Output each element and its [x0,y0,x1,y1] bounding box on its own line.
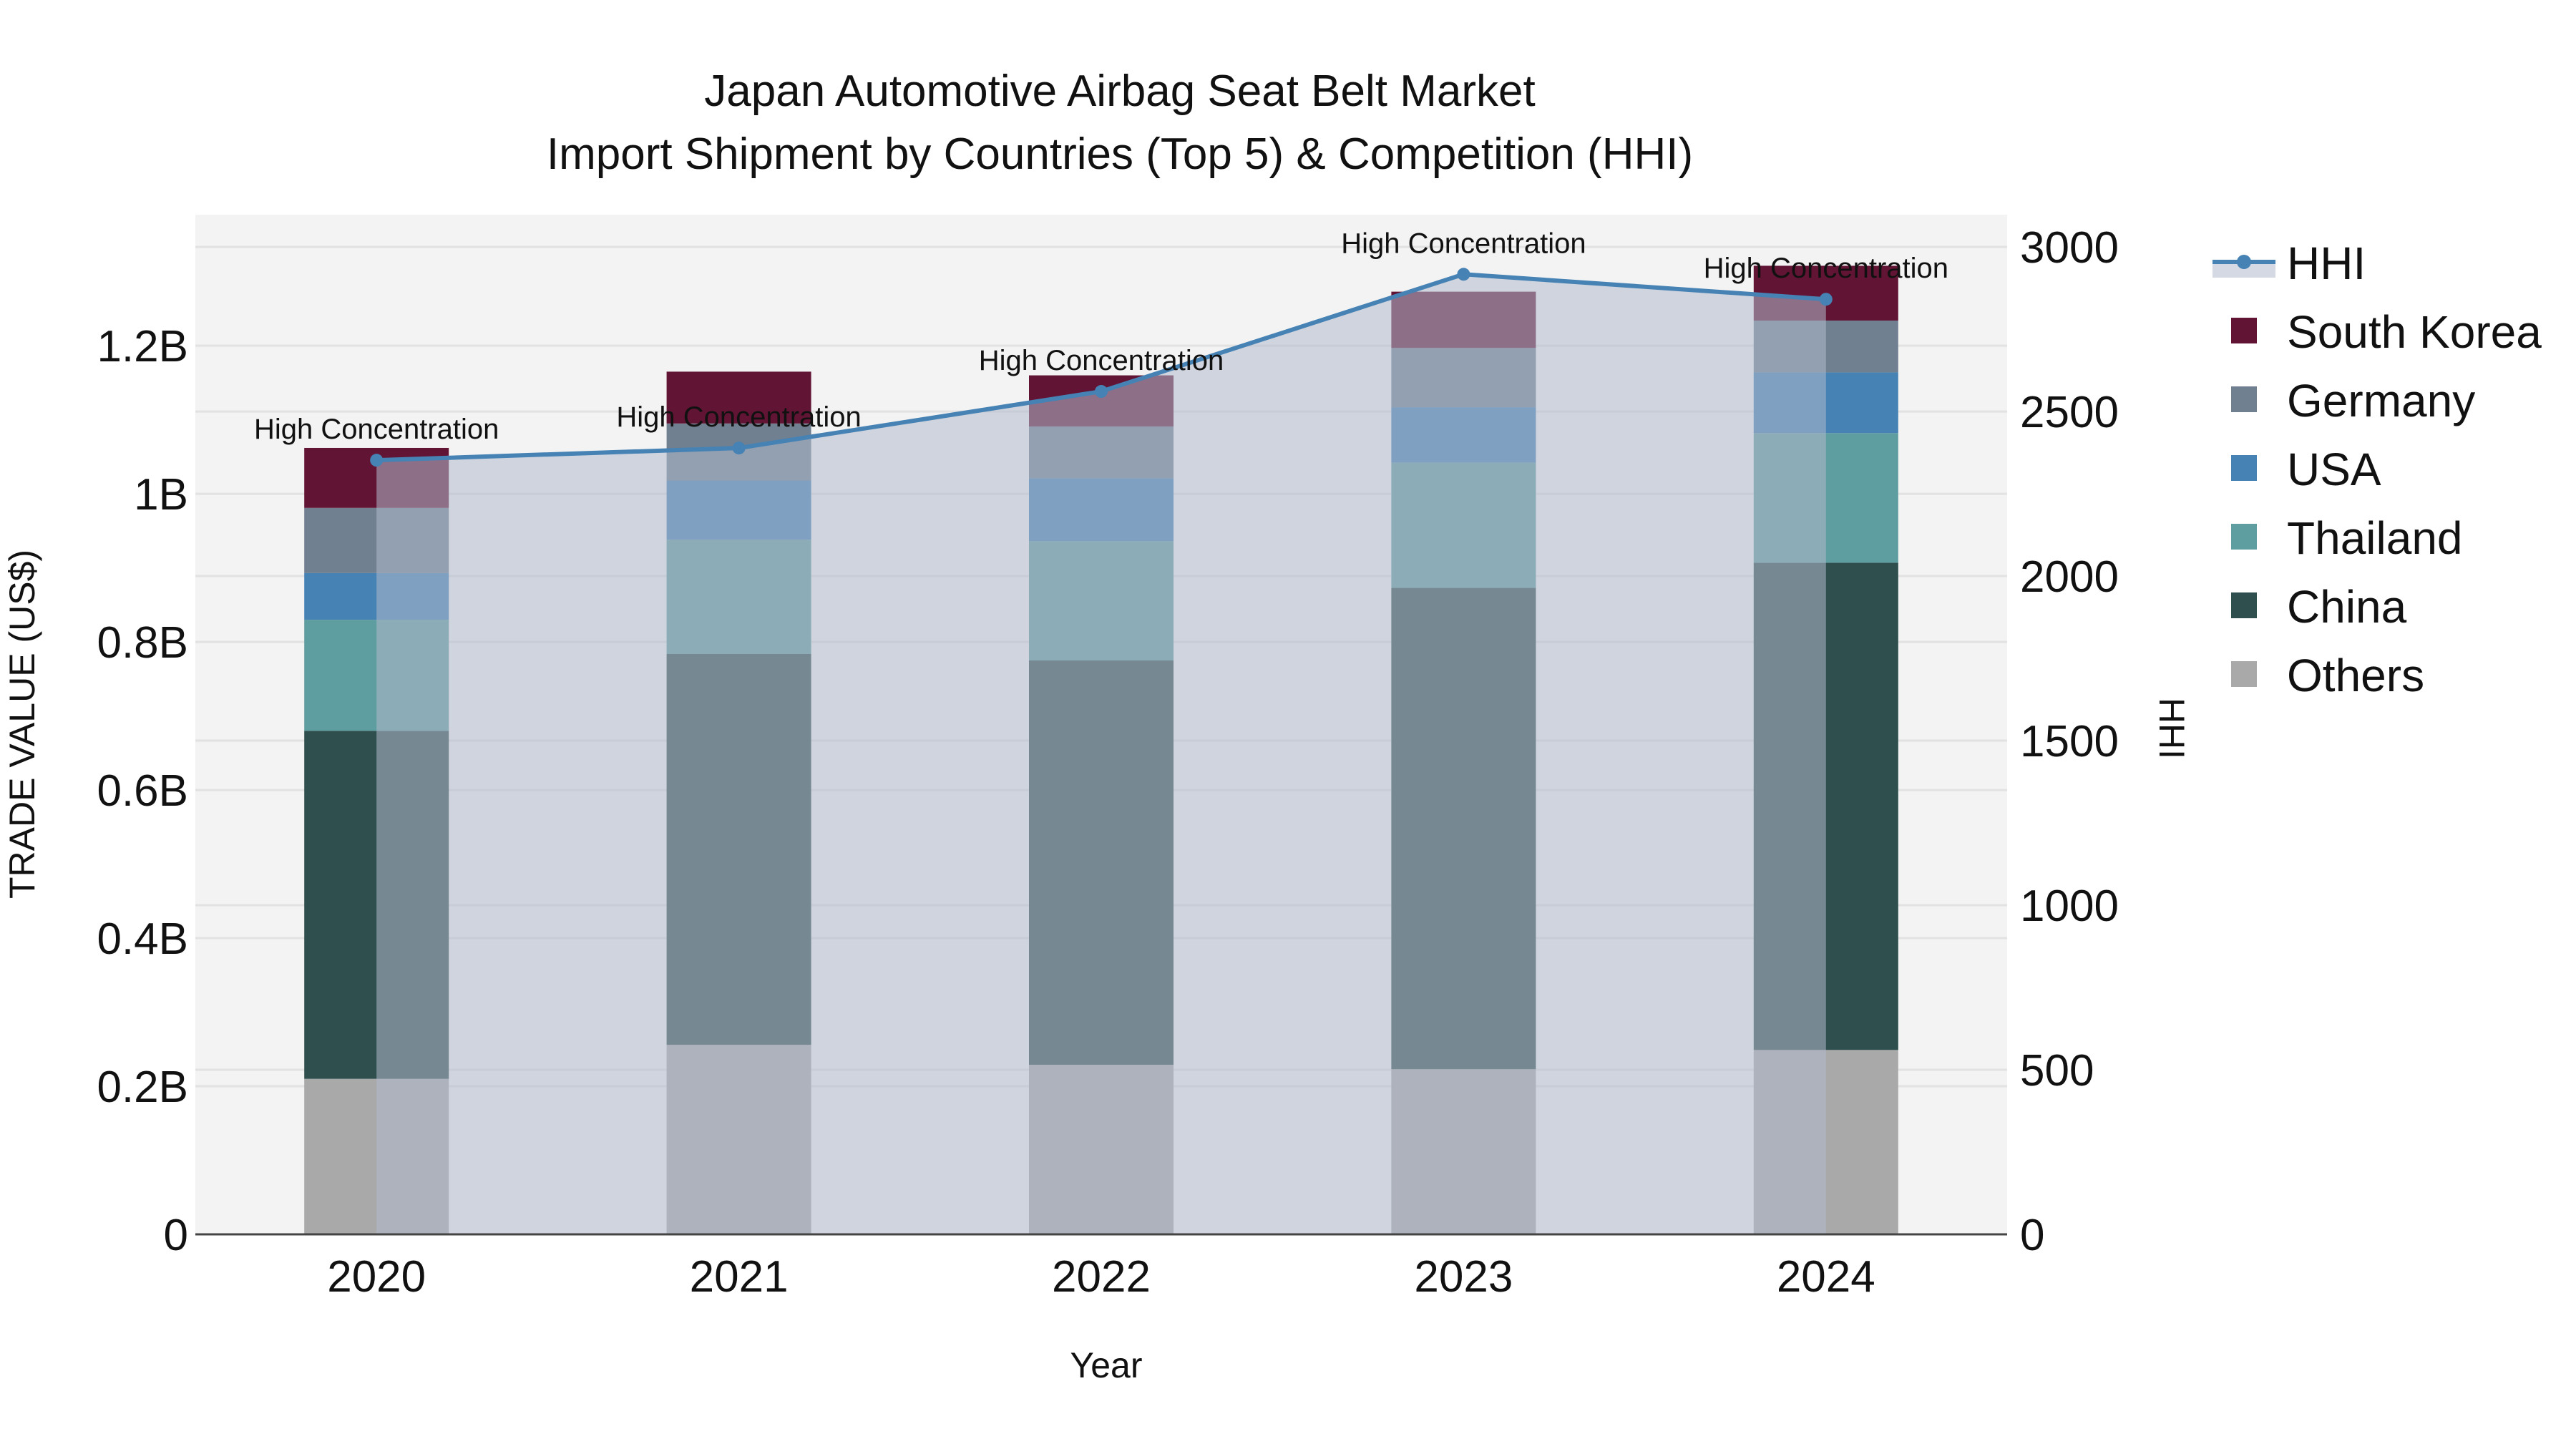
y-left-tick-label: 1.2B [97,322,188,371]
y-left-tick-label: 0.6B [97,766,188,816]
legend-item-usa[interactable]: USA [2231,444,2381,495]
legend-hhi-marker-icon [2237,255,2251,269]
y-left-tick-label: 0 [164,1211,188,1260]
legend-swatch-icon [2231,592,2257,618]
x-tick-label: 2020 [327,1252,426,1302]
hhi-marker [1457,268,1470,281]
hhi-marker [1095,385,1108,399]
y-right-tick-label: 1000 [2020,882,2119,931]
legend: HHI South Korea Germany USA Thailand China Oth… [2212,238,2542,701]
legend-label: HHI [2287,238,2366,289]
y-right-tick-label: 1500 [2020,717,2119,766]
x-axis-title: Year [1070,1345,1142,1385]
legend-swatch-icon [2231,661,2257,687]
legend-swatch-icon [2231,455,2257,481]
hhi-annotation: High Concentration [1341,228,1586,259]
hhi-line [370,268,1833,467]
legend-label: Thailand [2287,512,2463,564]
legend-item-others[interactable]: Others [2231,650,2424,701]
hhi-annotation: High Concentration [1704,253,1948,284]
y-left-tick-label: 0.4B [97,914,188,964]
chart-title-line2: Import Shipment by Countries (Top 5) & C… [547,130,1693,179]
y-right-tick-label: 2000 [2020,552,2119,602]
legend-swatch-icon [2231,318,2257,343]
legend-label: Others [2287,650,2424,701]
legend-swatch-icon [2231,524,2257,550]
y-right-tick-label: 500 [2020,1046,2094,1096]
y-left-tick-label: 0.2B [97,1063,188,1112]
x-ticks: 2020 2021 2022 2023 2024 [327,1252,1875,1302]
hhi-marker [732,441,746,455]
legend-item-thailand[interactable]: Thailand [2231,512,2463,564]
legend-item-south-korea[interactable]: South Korea [2231,306,2542,358]
y-right-tick-label: 0 [2020,1211,2044,1260]
legend-label: USA [2287,444,2381,495]
legend-label: China [2287,581,2407,633]
y-right-ticks: 0 500 1000 1500 2000 2500 3000 [2020,223,2119,1260]
hhi-marker [1819,293,1833,306]
y-left-tick-label: 1B [134,470,188,519]
hhi-area [376,274,1826,1234]
legend-item-germany[interactable]: Germany [2231,375,2475,426]
legend-label: South Korea [2287,306,2542,358]
legend-item-hhi[interactable]: HHI [2212,238,2366,289]
x-tick-label: 2022 [1052,1252,1151,1302]
bar-segment-south-korea [666,371,811,424]
hhi-annotation: High Concentration [616,401,861,433]
x-tick-label: 2023 [1414,1252,1513,1302]
legend-hhi-fill-swatch [2212,262,2275,278]
hhi-annotation: High Concentration [254,414,499,445]
y-left-ticks: 0 0.2B 0.4B 0.6B 0.8B 1B 1.2B [97,322,188,1260]
x-tick-label: 2021 [690,1252,789,1302]
hhi-area-fill [376,274,1826,1234]
legend-label: Germany [2287,375,2475,426]
legend-swatch-icon [2231,386,2257,412]
y-right-axis-title: HHI [2152,698,2192,759]
y-right-tick-label: 3000 [2020,223,2119,273]
legend-item-china[interactable]: China [2231,581,2407,633]
y-left-axis-title: TRADE VALUE (US$) [2,550,42,899]
hhi-marker [370,454,384,467]
hhi-annotations: High Concentration High Concentration High… [254,228,1948,445]
chart-title-line1: Japan Automotive Airbag Seat Belt Market [704,67,1535,116]
y-left-tick-label: 0.8B [97,618,188,668]
y-right-tick-label: 2500 [2020,388,2119,437]
hhi-annotation: High Concentration [979,345,1224,376]
x-tick-label: 2024 [1777,1252,1875,1302]
